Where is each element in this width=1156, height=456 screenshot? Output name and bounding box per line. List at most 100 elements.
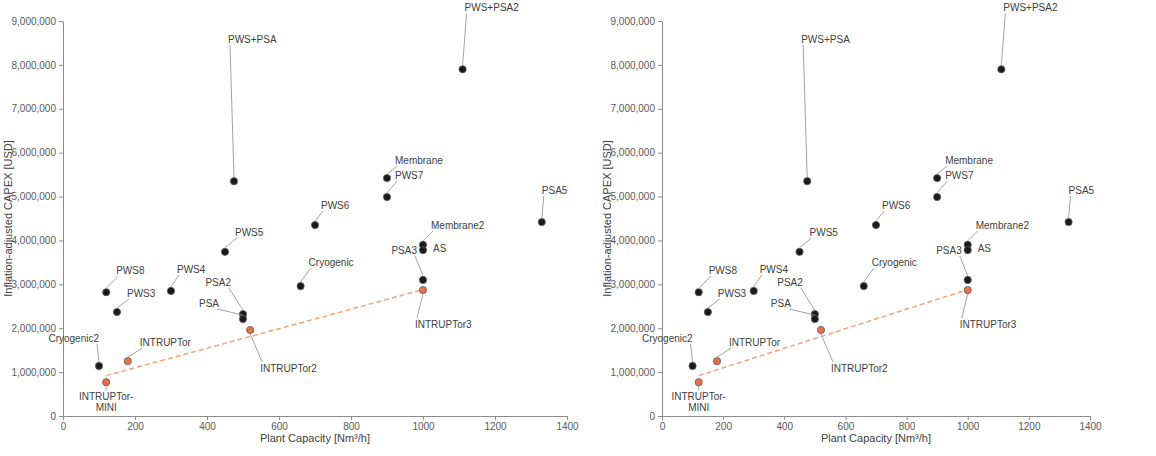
data-point — [796, 248, 803, 255]
x-tick-label: 0 — [660, 421, 666, 432]
y-tick-label: 7,000,000 — [12, 103, 57, 114]
y-tick-mark — [59, 197, 63, 198]
x-tick-label: 400 — [199, 421, 216, 432]
point-label: PWS+PSA2 — [1003, 2, 1058, 13]
y-tick: 3,000,000 — [12, 279, 64, 290]
point-label: PSA3 — [391, 245, 417, 256]
x-tick: 1000 — [957, 416, 980, 432]
y-tick-label: 6,000,000 — [12, 147, 57, 158]
point-label: PSA — [771, 298, 791, 309]
point-label: PSA2 — [205, 277, 231, 288]
data-point — [419, 247, 426, 254]
y-tick: 4,000,000 — [611, 235, 663, 246]
leader-line — [229, 288, 243, 310]
leader-line — [698, 386, 699, 390]
leader-line — [171, 275, 179, 287]
x-tick-label: 1200 — [484, 421, 507, 432]
x-tick-mark — [207, 416, 208, 420]
point-label: INTRUPTor3 — [960, 319, 1017, 330]
point-label: INTRUPTor2 — [831, 363, 888, 374]
point-label: PWS4 — [177, 264, 206, 275]
leader-line — [117, 299, 129, 308]
point-label: INTRUPTor3 — [415, 319, 472, 330]
data-point — [964, 276, 971, 283]
leader-line — [968, 231, 978, 241]
x-tick-label: 200 — [127, 421, 144, 432]
point-label: PWS4 — [760, 264, 789, 275]
y-tick-label: 3,000,000 — [12, 279, 57, 290]
point-labels: PWS+PSA2PWS+PSAMembranePWS7PWS6PSA5PWS5M… — [642, 2, 1095, 413]
leader-line — [960, 256, 968, 276]
x-tick-label: 400 — [776, 421, 793, 432]
leader-line — [803, 45, 807, 177]
x-tick-mark — [1090, 416, 1091, 420]
y-tick-label: 0 — [649, 411, 655, 422]
point-label: PSA5 — [1069, 185, 1095, 196]
y-tick-mark — [658, 153, 662, 154]
leader-line — [699, 276, 711, 288]
point-label: PWS3 — [127, 288, 156, 299]
x-tick-mark — [907, 416, 908, 420]
point-label: INTRUPTor — [140, 337, 192, 348]
y-tick-label: 9,000,000 — [611, 16, 656, 27]
point-label: INTRUPTor-MINI — [79, 391, 133, 413]
y-tick-mark — [59, 240, 63, 241]
point-label: PWS7 — [945, 170, 974, 181]
x-tick-label: 600 — [838, 421, 855, 432]
point-label: Membrane2 — [431, 220, 485, 231]
data-point — [695, 289, 702, 296]
leader-line — [542, 196, 544, 218]
y-tick: 8,000,000 — [12, 60, 64, 71]
data-point — [459, 66, 466, 73]
x-tick: 1000 — [412, 416, 435, 432]
y-tick-mark — [59, 328, 63, 329]
leader-line — [415, 256, 423, 276]
y-tick-mark — [59, 109, 63, 110]
y-tick-mark — [59, 416, 63, 417]
data-point — [230, 178, 237, 185]
y-tick-mark — [658, 21, 662, 22]
y-tick-mark — [59, 21, 63, 22]
point-label: PWS+PSA — [228, 34, 277, 45]
x-tick-mark — [63, 416, 64, 420]
point-labels: PWS+PSA2PWS+PSAMembranePWS7PWS6PSA5PWS5M… — [48, 2, 567, 413]
data-point — [383, 175, 390, 182]
y-tick-label: 1,000,000 — [611, 367, 656, 378]
x-tick-mark — [423, 416, 424, 420]
data-point — [383, 193, 390, 200]
y-tick: 8,000,000 — [611, 60, 663, 71]
y-tick-mark — [658, 197, 662, 198]
y-tick: 0 — [649, 411, 662, 422]
point-label: AS — [978, 243, 992, 254]
y-tick: 4,000,000 — [12, 235, 64, 246]
point-label: Cryogenic2 — [642, 333, 693, 344]
leader-line — [97, 344, 99, 362]
y-tick: 5,000,000 — [611, 191, 663, 202]
leader-line — [463, 13, 467, 65]
x-tick: 0 — [660, 416, 666, 432]
y-tick-mark — [658, 109, 662, 110]
data-point — [860, 282, 867, 289]
data-point — [704, 308, 711, 315]
y-axis-line — [662, 22, 663, 417]
y-tick: 0 — [50, 411, 63, 422]
y-tick-mark — [658, 284, 662, 285]
y-axis-title: Inflation-adjusted CAPEX [USD] — [601, 140, 613, 297]
x-tick-label: 800 — [343, 421, 360, 432]
leader-line — [962, 294, 968, 318]
y-tick-mark — [658, 65, 662, 66]
leader-line — [250, 334, 262, 362]
x-tick: 400 — [776, 416, 793, 432]
leader-line — [1069, 196, 1071, 218]
data-point — [113, 308, 120, 315]
x-tick-label: 1400 — [1079, 421, 1102, 432]
data-point — [750, 287, 757, 294]
data-point — [311, 221, 318, 228]
leader-line — [1001, 13, 1005, 65]
leader-line — [717, 348, 731, 357]
y-tick-label: 5,000,000 — [12, 191, 57, 202]
plot-area — [689, 66, 1072, 386]
data-point — [964, 247, 971, 254]
point-label: PSA2 — [777, 277, 803, 288]
point-label: PWS8 — [709, 265, 738, 276]
